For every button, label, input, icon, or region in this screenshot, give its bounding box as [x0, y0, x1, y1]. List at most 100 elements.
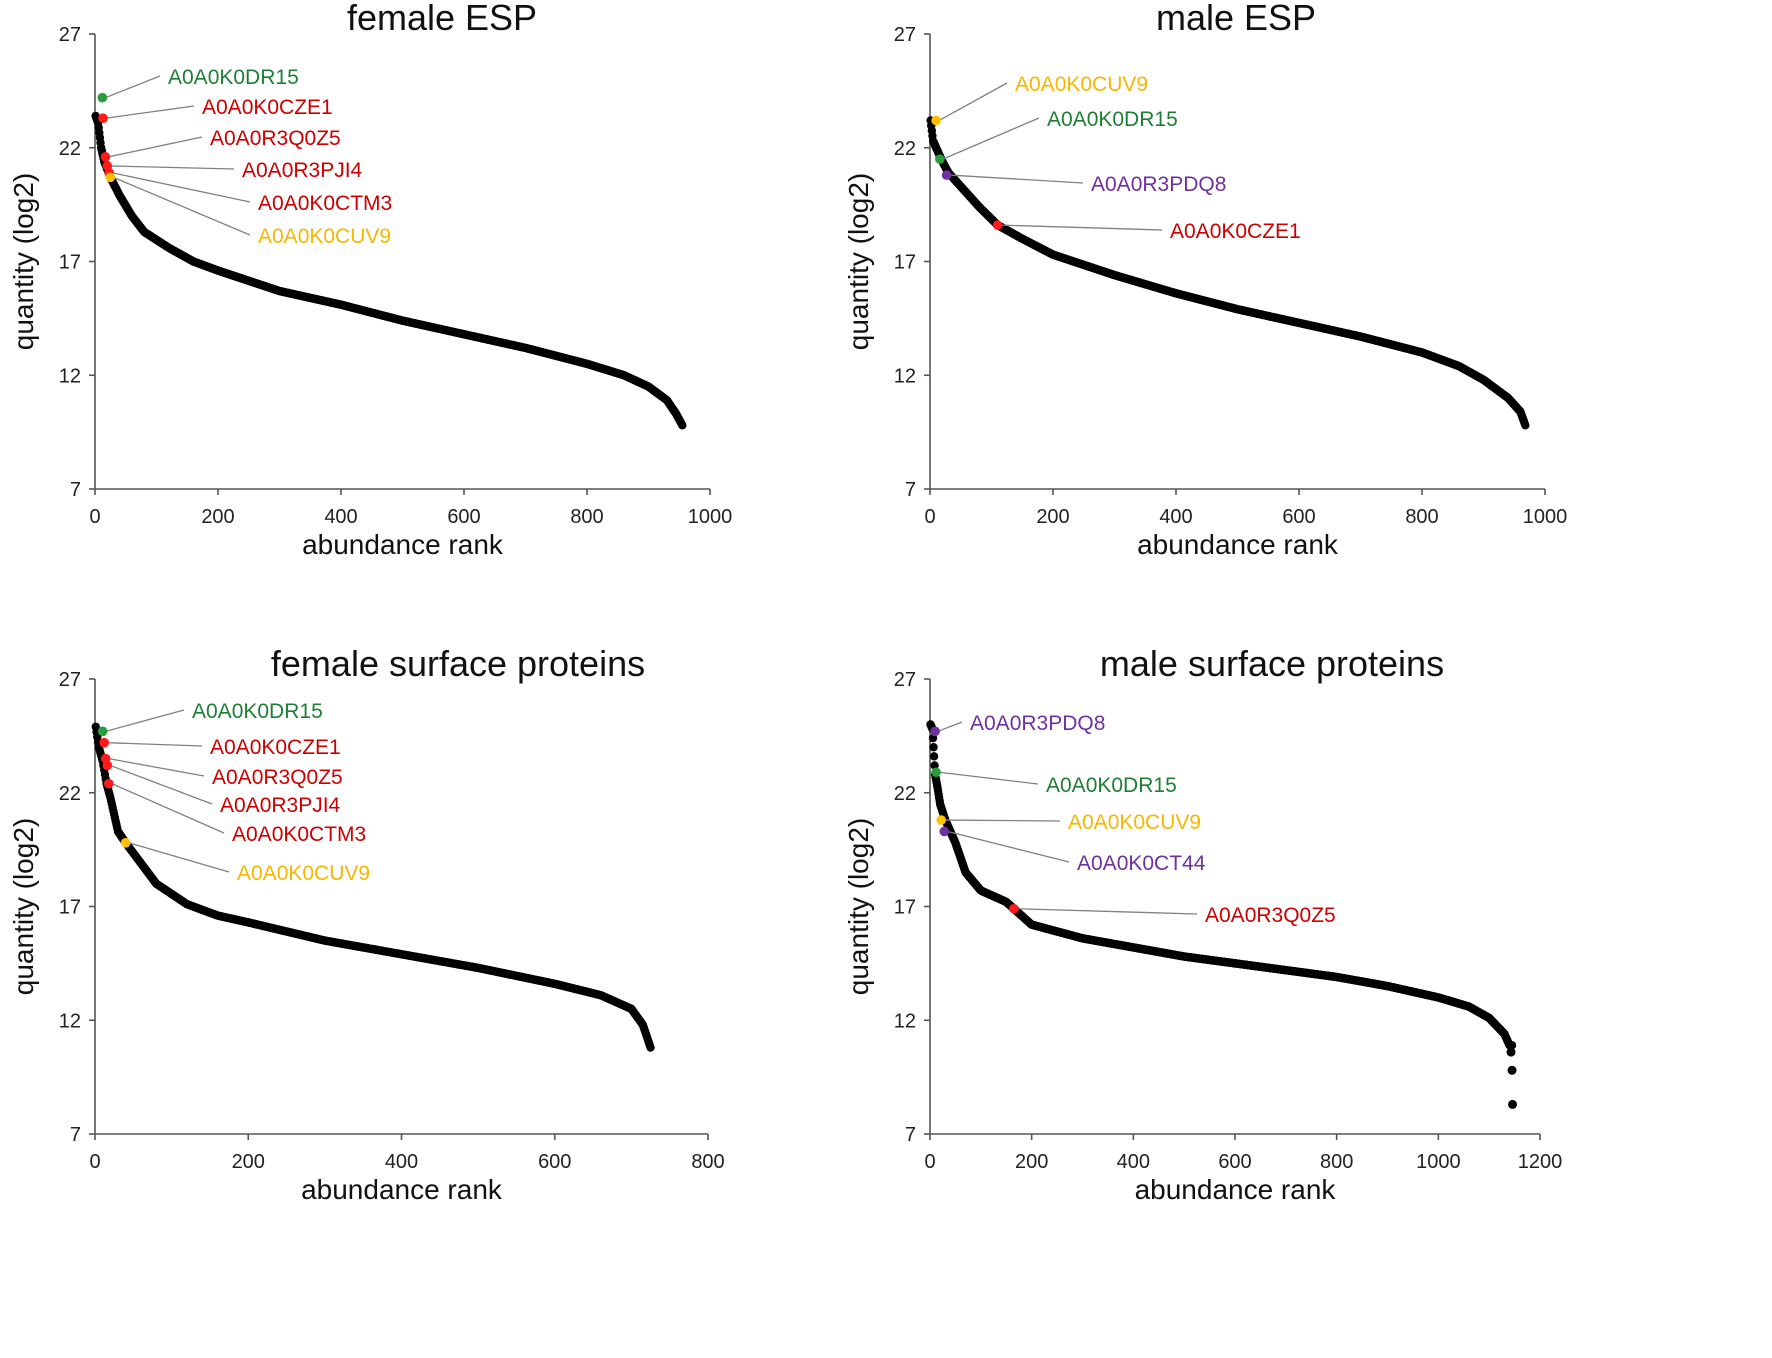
x-tick-label: 200 [201, 506, 234, 528]
highlight-label: A0A0K0CUV9 [237, 862, 370, 885]
x-tick-label: 1000 [1416, 1151, 1461, 1173]
y-tick-label: 7 [70, 479, 81, 501]
highlight-label: A0A0R3Q0Z5 [1205, 904, 1336, 927]
highlight-point [99, 737, 109, 748]
data-points [91, 111, 687, 430]
y-tick-label: 27 [894, 24, 916, 46]
highlight-point [992, 220, 1003, 230]
highlight-point [930, 726, 940, 737]
y-tick-label: 17 [894, 897, 916, 919]
x-tick-label: 200 [1015, 1151, 1048, 1173]
x-tick-label: 600 [447, 506, 480, 528]
x-axis-label: abundance rank [1137, 529, 1339, 560]
highlight-point [105, 172, 116, 183]
y-tick-label: 17 [59, 897, 81, 919]
x-axis-label: abundance rank [1135, 1174, 1337, 1205]
highlight-point [931, 767, 941, 778]
data-points [926, 116, 1530, 430]
leader-line [105, 709, 185, 732]
data-point [929, 752, 939, 761]
data-points [91, 722, 655, 1052]
data-point [1521, 421, 1530, 430]
x-tick-label: 600 [538, 1151, 571, 1173]
x-tick-label: 400 [1117, 1151, 1150, 1173]
highlight-label: A0A0R3Q0Z5 [212, 766, 343, 789]
leader-line [107, 742, 203, 747]
highlight-point [97, 92, 108, 103]
leader-line [112, 172, 251, 203]
x-tick-label: 0 [89, 1151, 100, 1173]
highlight-label: A0A0K0DR15 [1046, 774, 1177, 797]
y-tick-label: 22 [894, 783, 916, 805]
y-tick-label: 12 [894, 365, 916, 387]
y-tick-label: 17 [894, 252, 916, 274]
highlight-point [102, 760, 113, 771]
leader-line [110, 764, 213, 805]
y-tick-label: 27 [59, 669, 81, 691]
y-tick-label: 12 [59, 365, 81, 387]
highlight-label: A0A0K0DR15 [1047, 108, 1178, 131]
highlight-point [98, 113, 108, 123]
chart-panel: 7 12 17 22 27 0 200 400 600 800 1000 abundance rank… [843, 0, 1567, 560]
x-tick-label: 0 [924, 1151, 935, 1173]
x-tick-label: 200 [232, 1151, 265, 1173]
highlight-label: A0A0K0CUV9 [1015, 73, 1148, 96]
highlight-label: A0A0K0DR15 [192, 700, 323, 723]
data-point [1508, 1099, 1518, 1109]
data-point [1507, 1041, 1517, 1050]
y-tick-label: 27 [894, 669, 916, 691]
highlight-label: A0A0R3PJI4 [220, 794, 341, 817]
y-tick-label: 7 [905, 1124, 916, 1146]
highlight-point [103, 778, 114, 789]
x-tick-label: 200 [1036, 506, 1069, 528]
highlight-point [1009, 903, 1019, 914]
y-tick-label: 22 [59, 783, 81, 805]
x-tick-label: 800 [691, 1151, 724, 1173]
y-tick-label: 22 [59, 138, 81, 160]
leader-line [949, 174, 1084, 184]
data-point [1507, 1065, 1517, 1075]
highlight-point [120, 838, 131, 848]
highlight-label: A0A0K0CUV9 [258, 225, 391, 248]
data-point [1506, 1047, 1516, 1057]
leader-line [937, 721, 963, 732]
highlight-label: A0A0K0CT44 [1077, 852, 1206, 875]
y-tick-label: 7 [905, 479, 916, 501]
highlight-label: A0A0K0DR15 [168, 66, 299, 89]
leader-line [1016, 908, 1198, 915]
highlight-label: A0A0K0CZE1 [1170, 220, 1301, 243]
leader-line [938, 82, 1008, 122]
highlight-point [931, 115, 941, 126]
data-points [926, 720, 1518, 1109]
chart-panel: 7 12 17 22 27 0 200 400 600 800 1000 1200 abundance … [843, 643, 1562, 1205]
highlight-point [935, 154, 945, 164]
highlight-label: A0A0K0CTM3 [258, 192, 392, 215]
leader-line [111, 783, 225, 834]
highlight-label: A0A0R3PDQ8 [970, 712, 1105, 735]
highlight-label: A0A0K0CTM3 [232, 823, 366, 846]
y-tick-label: 22 [894, 138, 916, 160]
x-axis-label: abundance rank [301, 1174, 503, 1205]
x-tick-label: 400 [385, 1151, 418, 1173]
x-tick-label: 800 [1320, 1151, 1353, 1173]
highlight-label: A0A0K0CZE1 [210, 736, 341, 759]
y-tick-label: 27 [59, 24, 81, 46]
x-tick-label: 800 [570, 506, 603, 528]
y-axis-label: quantity (log2) [843, 173, 874, 350]
chart-title: male ESP [1156, 0, 1316, 38]
y-axis-label: quantity (log2) [843, 818, 874, 995]
x-tick-label: 800 [1405, 506, 1438, 528]
leader-line [110, 165, 235, 170]
x-tick-label: 0 [89, 506, 100, 528]
highlight-label: A0A0K0CUV9 [1068, 811, 1201, 834]
data-point [929, 743, 938, 752]
highlight-point [97, 726, 108, 737]
leader-line [128, 842, 230, 873]
y-tick-label: 12 [59, 1010, 81, 1032]
leader-line [108, 757, 205, 777]
chart-panel: 7 12 17 22 27 0 200 400 600 800 abundance rank quan… [8, 643, 725, 1205]
x-tick-label: 1000 [688, 506, 733, 528]
leader-line [947, 830, 1070, 863]
highlight-label: A0A0R3Q0Z5 [210, 127, 341, 150]
